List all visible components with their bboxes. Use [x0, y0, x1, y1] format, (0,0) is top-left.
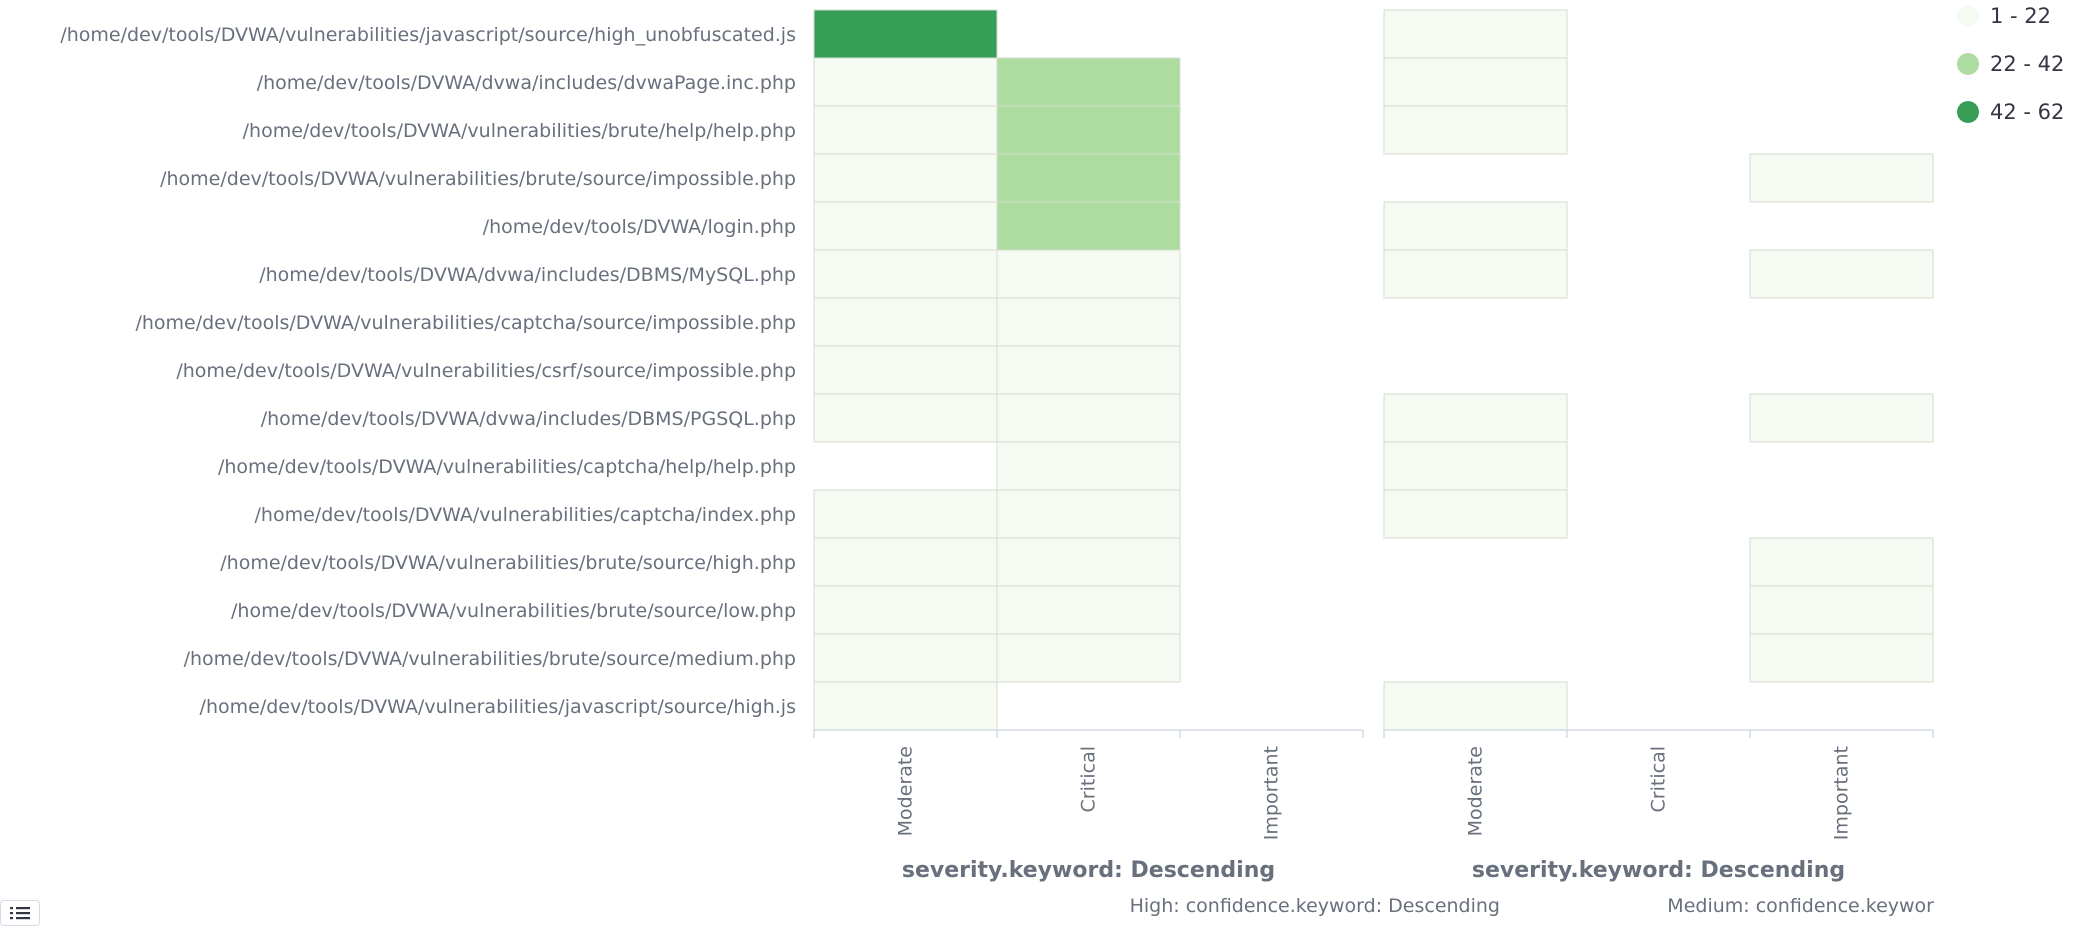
- panel-title: High: confidence.keyword: Descending: [1130, 895, 1500, 917]
- heatmap-cell[interactable]: [1749, 537, 1934, 587]
- row-labels: /home/dev/tools/DVWA/vulnerabilities/jav…: [60, 24, 796, 718]
- row-label: /home/dev/tools/DVWA/vulnerabilities/bru…: [220, 552, 796, 574]
- heatmap-cell[interactable]: [813, 345, 998, 395]
- heatmap-cell[interactable]: [996, 297, 1181, 347]
- row-label: /home/dev/tools/DVWA/dvwa/includes/dvwaP…: [257, 72, 796, 94]
- heatmap-cell[interactable]: [996, 57, 1181, 107]
- heatmap-cell[interactable]: [813, 153, 998, 203]
- row-label: /home/dev/tools/DVWA/vulnerabilities/bru…: [160, 168, 796, 190]
- heatmap-cell[interactable]: [813, 393, 998, 443]
- heatmap-cell[interactable]: [1383, 249, 1568, 299]
- heatmap-cell[interactable]: [813, 489, 998, 539]
- heatmap-cell[interactable]: [813, 201, 998, 251]
- heatmap-cell[interactable]: [813, 249, 998, 299]
- heatmap-cell[interactable]: [1749, 633, 1934, 683]
- row-label: /home/dev/tools/DVWA/vulnerabilities/cap…: [255, 504, 796, 526]
- row-label: /home/dev/tools/DVWA/dvwa/includes/DBMS/…: [259, 264, 796, 286]
- heatmap-cell[interactable]: [996, 441, 1181, 491]
- x-tick-label: Important: [1261, 746, 1283, 840]
- x-tick-label: Moderate: [1465, 746, 1487, 836]
- heatmap-cell[interactable]: [813, 297, 998, 347]
- heatmap-cell[interactable]: [1383, 9, 1568, 59]
- heatmap-cell[interactable]: [1383, 441, 1568, 491]
- legend: 1 - 22 22 - 42 42 - 62: [1957, 4, 2064, 124]
- legend-label: 42 - 62: [1990, 100, 2064, 124]
- x-axes: Moderate Critical Important severity.keywor…: [813, 729, 1934, 917]
- heatmap-cell[interactable]: [1749, 585, 1934, 635]
- heatmap-cell[interactable]: [813, 585, 998, 635]
- row-label: /home/dev/tools/DVWA/vulnerabilities/jav…: [200, 696, 796, 718]
- legend-label: 1 - 22: [1990, 4, 2051, 28]
- heatmap-cell[interactable]: [996, 201, 1181, 251]
- x-axis-title: severity.keyword: Descending: [902, 858, 1275, 883]
- heatmap-cell[interactable]: [1749, 249, 1934, 299]
- heatmap-cell[interactable]: [996, 153, 1181, 203]
- heatmap-cell[interactable]: [1383, 201, 1568, 251]
- x-tick-label: Critical: [1078, 746, 1100, 812]
- heatmap-cell[interactable]: [1383, 393, 1568, 443]
- heatmap-cell[interactable]: [1383, 57, 1568, 107]
- legend-label: 22 - 42: [1990, 52, 2064, 76]
- legend-swatch: [1957, 53, 1979, 75]
- heatmap-cell[interactable]: [1383, 681, 1568, 731]
- heatmap-cells: [813, 9, 1934, 731]
- row-label: /home/dev/tools/DVWA/vulnerabilities/bru…: [231, 600, 796, 622]
- row-label: /home/dev/tools/DVWA/vulnerabilities/cap…: [218, 456, 796, 478]
- x-tick-label: Important: [1831, 746, 1853, 840]
- heatmap-cell[interactable]: [996, 105, 1181, 155]
- heatmap-cell[interactable]: [996, 489, 1181, 539]
- legend-item[interactable]: 22 - 42: [1957, 52, 2064, 76]
- legend-toggle-button[interactable]: [0, 900, 40, 926]
- heatmap-cell[interactable]: [996, 393, 1181, 443]
- heatmap-cell[interactable]: [996, 537, 1181, 587]
- heatmap-cell[interactable]: [813, 633, 998, 683]
- heatmap-cell[interactable]: [1383, 489, 1568, 539]
- legend-swatch: [1957, 5, 1979, 27]
- legend-item[interactable]: 1 - 22: [1957, 4, 2051, 28]
- heatmap-cell[interactable]: [996, 633, 1181, 683]
- x-axis-title: severity.keyword: Descending: [1472, 858, 1845, 883]
- legend-swatch: [1957, 101, 1979, 123]
- row-label: /home/dev/tools/DVWA/login.php: [483, 216, 796, 238]
- row-label: /home/dev/tools/DVWA/vulnerabilities/bru…: [184, 648, 796, 670]
- x-tick-label: Critical: [1648, 746, 1670, 812]
- row-label: /home/dev/tools/DVWA/vulnerabilities/bru…: [243, 120, 796, 142]
- heatmap-cell[interactable]: [1749, 153, 1934, 203]
- heatmap-cell[interactable]: [996, 345, 1181, 395]
- heatmap-cell[interactable]: [996, 249, 1181, 299]
- heatmap-cell[interactable]: [1749, 393, 1934, 443]
- heatmap-cell[interactable]: [813, 537, 998, 587]
- row-label: /home/dev/tools/DVWA/dvwa/includes/DBMS/…: [261, 408, 796, 430]
- row-label: /home/dev/tools/DVWA/vulnerabilities/jav…: [60, 24, 796, 46]
- heatmap-cell[interactable]: [813, 57, 998, 107]
- x-tick-label: Moderate: [895, 746, 917, 836]
- heatmap-cell[interactable]: [813, 105, 998, 155]
- list-icon: [10, 907, 30, 920]
- heatmap-cell[interactable]: [813, 9, 998, 59]
- heatmap-cell[interactable]: [1383, 105, 1568, 155]
- row-label: /home/dev/tools/DVWA/vulnerabilities/csr…: [176, 360, 796, 382]
- panel-title: Medium: confidence.keywor: [1667, 895, 1934, 917]
- legend-item[interactable]: 42 - 62: [1957, 100, 2064, 124]
- row-label: /home/dev/tools/DVWA/vulnerabilities/cap…: [135, 312, 796, 334]
- heatmap-cell[interactable]: [813, 681, 998, 731]
- heatmap-cell[interactable]: [996, 585, 1181, 635]
